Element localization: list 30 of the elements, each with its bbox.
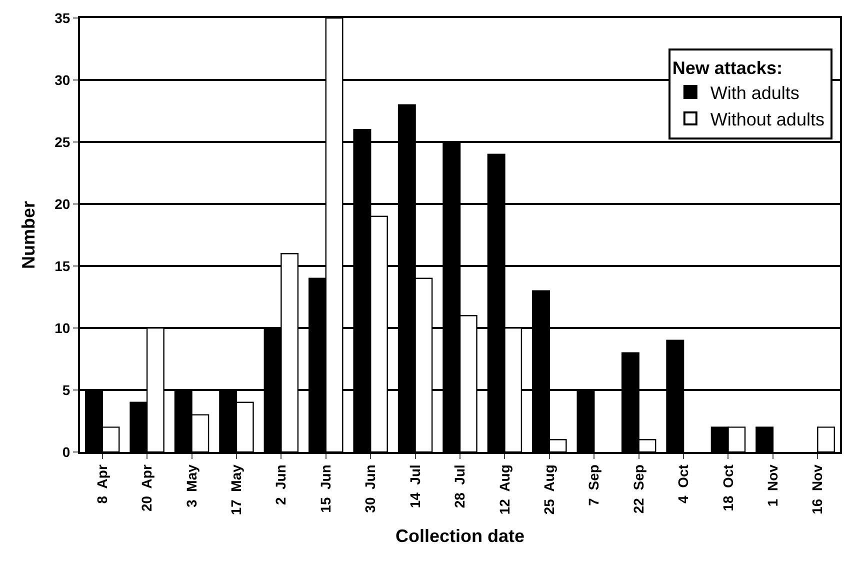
x-tick-label: 25 Aug	[540, 464, 557, 515]
x-tick-label: 20 Apr	[138, 464, 155, 512]
x-tick-label: 18 Oct	[720, 464, 736, 512]
x-tick-label: 16 Nov	[809, 464, 826, 514]
legend-title: New attacks:	[672, 58, 782, 78]
x-tick-label: 22 Sep	[630, 464, 646, 514]
x-tick-label: 3 May	[183, 464, 200, 508]
y-tick-label: 5	[62, 382, 70, 398]
legend-label: With adults	[710, 83, 800, 103]
y-axis-title: Number	[18, 200, 38, 270]
y-tick-label: 10	[54, 320, 70, 336]
x-tick-label: 14 Jul	[406, 464, 423, 508]
y-tick-label: 15	[54, 258, 70, 274]
x-axis-title: Collection date	[395, 526, 525, 546]
y-tick-label: 35	[54, 10, 70, 26]
y-tick-label: 30	[54, 72, 70, 88]
y-tick-label: 20	[54, 196, 70, 212]
x-tick-label: 17 May	[228, 464, 244, 516]
y-tick-label: 0	[62, 444, 70, 460]
x-tick-label: 30 Jun	[362, 464, 378, 513]
x-tick-label: 2 Jun	[272, 464, 289, 506]
x-tick-label: 28 Jul	[452, 464, 468, 508]
x-tick-label: 7 Sep	[586, 464, 602, 506]
x-tick-label: 8 Apr	[94, 464, 110, 504]
x-tick-label: 4 Oct	[675, 464, 692, 504]
legend-label: Without adults	[710, 109, 824, 130]
x-tick-label: 12 Aug	[496, 464, 512, 515]
y-tick-label: 25	[54, 134, 70, 150]
x-tick-label: 15 Jun	[317, 464, 334, 513]
x-tick-label: 1 Nov	[764, 464, 780, 507]
